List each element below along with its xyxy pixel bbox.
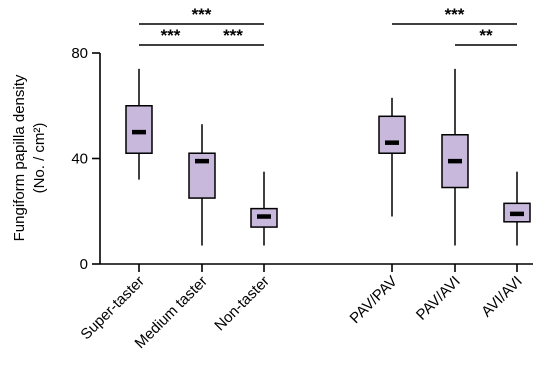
axes: 0 40 80 xyxy=(71,45,533,273)
significance-bracket: ** xyxy=(455,26,517,46)
significance-bracket: *** xyxy=(139,26,202,46)
box-non-taster xyxy=(250,171,278,246)
significance-brackets: ****** ******** xyxy=(139,5,517,46)
y-axis-label: Fungiform papilla density (No. / cm²) xyxy=(11,74,48,241)
category-label: PAV/AVI xyxy=(413,273,464,324)
significance-label: ** xyxy=(479,26,493,45)
box-medium-taster xyxy=(188,124,216,246)
significance-bracket: *** xyxy=(202,26,264,46)
significance-label: *** xyxy=(192,5,212,24)
category-label: Non-taster xyxy=(211,273,273,335)
box-iqr xyxy=(378,115,406,154)
y-axis-label-line1: Fungiform papilla density xyxy=(11,74,28,241)
boxes xyxy=(125,68,531,246)
significance-bracket: *** xyxy=(392,5,517,25)
y-tick-label: 40 xyxy=(71,151,88,168)
box-avi-avi xyxy=(503,171,531,246)
significance-bracket: *** xyxy=(139,5,264,25)
category-label: PAV/PAV xyxy=(347,273,401,327)
y-axis-label-line2: (No. / cm²) xyxy=(31,123,48,194)
y-tick-label: 80 xyxy=(71,45,88,62)
box-iqr xyxy=(125,105,153,154)
category-label: AVI/AVI xyxy=(478,273,526,321)
significance-label: *** xyxy=(445,5,465,24)
significance-label: *** xyxy=(223,26,243,45)
box-super-taster xyxy=(125,68,153,180)
box-pav-avi xyxy=(441,68,469,246)
y-tick-label: 0 xyxy=(80,256,88,273)
significance-label: *** xyxy=(161,26,181,45)
category-label: Super-taster xyxy=(77,273,147,343)
box-pav-pav xyxy=(378,97,406,217)
